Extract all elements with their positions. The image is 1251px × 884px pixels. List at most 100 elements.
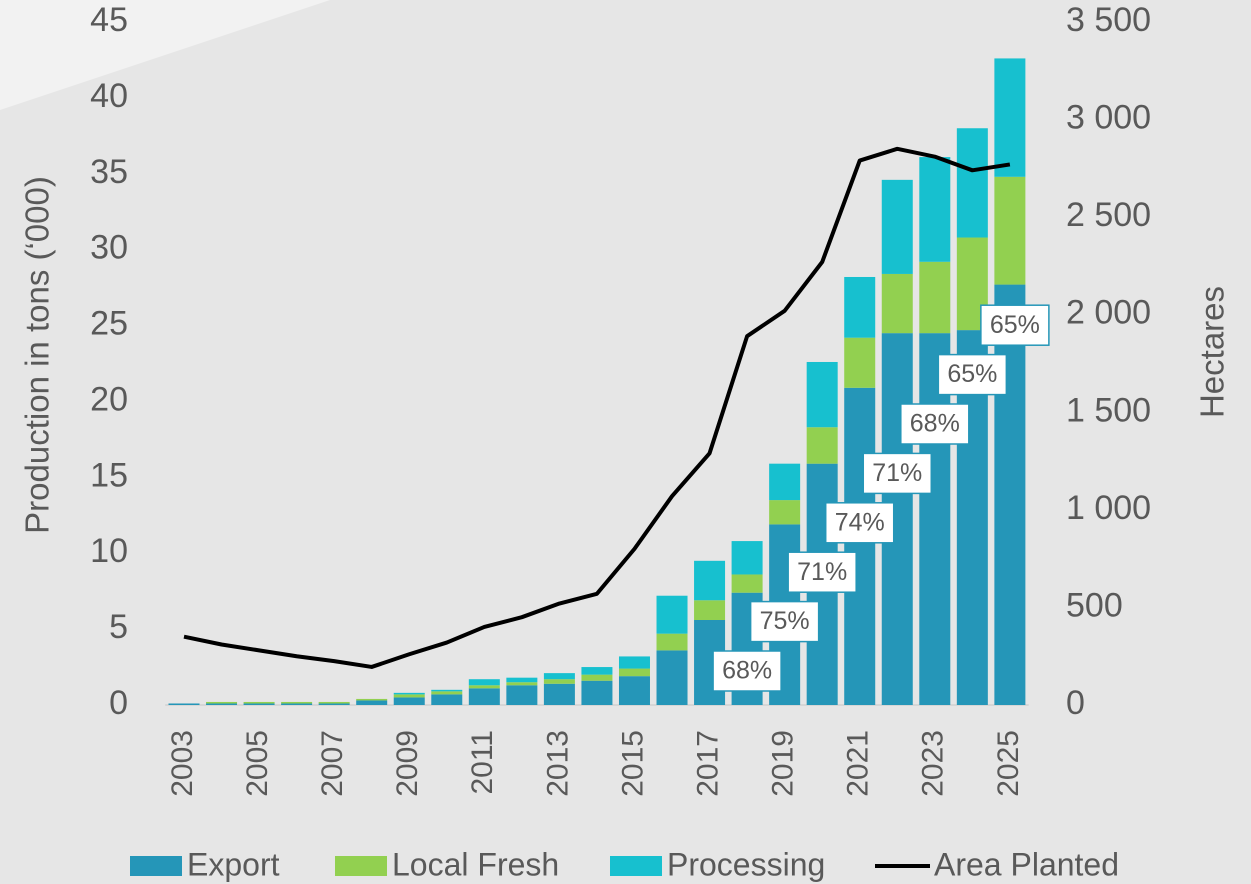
share-label: 71% [872, 459, 922, 487]
bar-segment [769, 463, 801, 501]
bar-segment [318, 701, 350, 704]
bar-segment [956, 128, 988, 238]
x-tick-label: 2015 [616, 730, 649, 797]
bar-segment [694, 600, 726, 621]
bar-segment [919, 157, 951, 262]
share-label-box [980, 304, 1050, 346]
bar-segment [281, 703, 313, 705]
bar-segment [356, 700, 388, 705]
bar-segment [731, 541, 763, 575]
y2-tick-label: 3 000 [1066, 99, 1151, 137]
y-tick-label: 20 [90, 380, 128, 418]
bar-segment [468, 688, 500, 705]
bar-segment [656, 595, 688, 634]
share-label: 68% [910, 410, 960, 438]
y-axis-label: Production in tons (‘000) [19, 176, 56, 534]
bar-segment [468, 685, 500, 689]
bar-segment [656, 633, 688, 651]
bar-segment [506, 685, 538, 705]
bar-segment [994, 58, 1026, 177]
x-tick-label: 2021 [842, 730, 875, 797]
x-tick-label: 2007 [316, 730, 349, 797]
bar-segment [168, 703, 200, 705]
area-line [183, 146, 1011, 669]
bar-segment [581, 674, 613, 681]
bar-segment [243, 701, 275, 704]
bar-segment [431, 694, 463, 705]
y2-tick-label: 2 000 [1066, 294, 1151, 332]
share-label: 71% [797, 558, 847, 586]
x-tick-label: 2025 [992, 730, 1025, 797]
bar-segment [694, 560, 726, 601]
y-tick-label: 15 [90, 456, 128, 494]
bar-segment [844, 387, 876, 705]
share-label: 74% [835, 508, 885, 536]
bar-segment [318, 703, 350, 705]
bar-segment [881, 179, 913, 274]
y2-tick-label: 1 000 [1066, 489, 1151, 527]
legend-label: Processing [667, 846, 825, 882]
bar-segment [618, 668, 650, 677]
bar-segment [506, 677, 538, 683]
share-label: 68% [722, 657, 772, 685]
bar-segment [844, 276, 876, 338]
y-tick-label: 40 [90, 77, 128, 115]
bar-segment [656, 650, 688, 705]
y-tick-label: 0 [109, 684, 128, 722]
y-tick-label: 45 [90, 1, 128, 39]
x-tick-label: 2023 [917, 730, 950, 797]
y-tick-label: 5 [109, 608, 128, 646]
bar-segment [506, 682, 538, 686]
y2-tick-label: 500 [1066, 586, 1123, 624]
bar-segment [806, 427, 838, 464]
share-label-box [937, 353, 1008, 396]
bar-segment [206, 703, 238, 705]
x-tick-label: 2003 [166, 730, 199, 797]
bar-segment [468, 679, 500, 686]
bar-segment [281, 701, 313, 704]
bar-segment [431, 691, 463, 695]
y2-axis-label: Hectares [1194, 286, 1231, 418]
bar-segment [543, 673, 575, 680]
share-label-box [749, 600, 820, 643]
bar-segment [393, 694, 425, 698]
share-label: 65% [947, 360, 997, 388]
bar-segment [731, 574, 763, 593]
bar-segment [769, 500, 801, 525]
bar-segment [994, 284, 1026, 705]
x-tick-label: 2013 [541, 730, 574, 797]
bar-segment [431, 689, 463, 692]
bar-segment [393, 692, 425, 695]
bar-segment [618, 676, 650, 705]
bar-segment [356, 698, 388, 701]
y-tick-label: 10 [90, 532, 128, 570]
legend-swatch [335, 856, 387, 876]
bar-segment [206, 701, 238, 704]
bar-segment [543, 683, 575, 705]
y-tick-label: 30 [90, 229, 128, 267]
share-label-box [787, 551, 857, 593]
bar-segment [994, 176, 1026, 285]
bar-segment [919, 261, 951, 334]
legend-swatch [130, 856, 182, 876]
x-tick-label: 2017 [691, 730, 724, 797]
legend-label: Local Fresh [392, 846, 559, 882]
bar-segment [806, 361, 838, 428]
bar-segment [618, 656, 650, 669]
share-label-box [862, 452, 933, 495]
background-highlight [0, 0, 330, 110]
legend-label: Export [187, 846, 280, 882]
share-label: 65% [990, 311, 1040, 339]
x-tick-label: 2019 [767, 730, 800, 797]
x-tick-label: 2011 [466, 730, 499, 795]
share-label-box [900, 403, 970, 445]
bar-segment [581, 667, 613, 675]
y2-tick-label: 0 [1066, 684, 1085, 722]
bar-segment [881, 273, 913, 334]
x-tick-label: 2009 [391, 730, 424, 797]
y2-tick-label: 3 500 [1066, 1, 1151, 39]
legend-swatch [610, 856, 662, 876]
y2-tick-label: 2 500 [1066, 196, 1151, 234]
bar-segment [581, 680, 613, 705]
share-label: 75% [760, 607, 810, 635]
